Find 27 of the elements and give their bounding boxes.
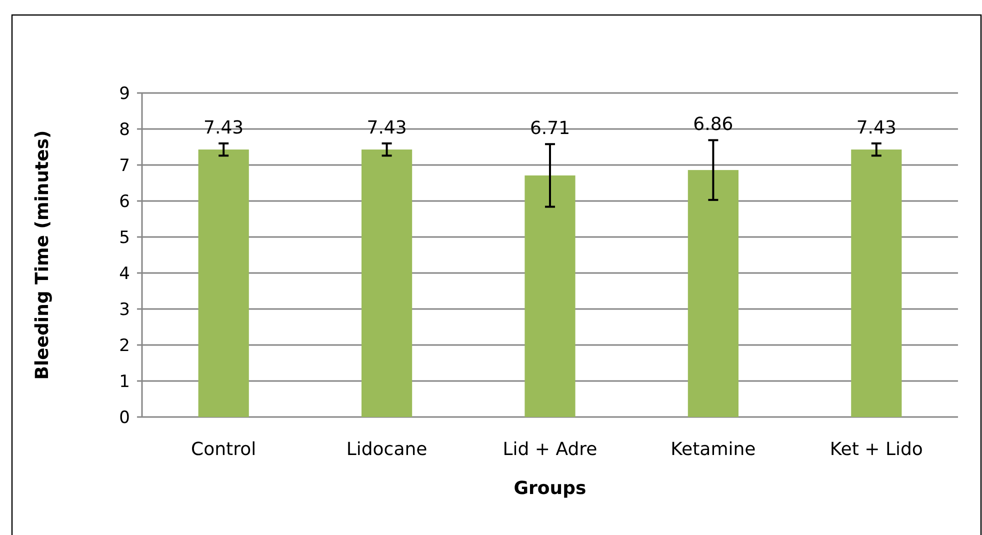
bar xyxy=(198,150,249,417)
data-label: 6.71 xyxy=(530,118,570,140)
y-tick-label: 2 xyxy=(119,336,130,356)
y-tick-label: 8 xyxy=(119,120,130,140)
x-tick-label: Ketamine xyxy=(670,439,756,460)
bar xyxy=(524,175,576,417)
x-tick-label: Lidocane xyxy=(346,439,428,460)
bar xyxy=(851,150,902,417)
data-label: 6.86 xyxy=(693,114,734,136)
bar xyxy=(688,170,738,417)
y-tick-label: 5 xyxy=(119,228,130,248)
y-tick-label: 4 xyxy=(119,264,130,284)
x-tick-label: Control xyxy=(191,439,256,460)
bar xyxy=(362,150,412,417)
x-axis-title: Groups xyxy=(514,478,586,499)
data-label: 7.43 xyxy=(856,117,896,138)
data-label: 7.43 xyxy=(366,117,407,138)
y-tick-label: 0 xyxy=(119,408,130,428)
x-tick-label: Lid + Adre xyxy=(502,439,598,460)
y-axis-title: Bleeding Time (minutes) xyxy=(32,130,53,380)
y-tick-label: 7 xyxy=(119,156,130,176)
data-label: 7.43 xyxy=(204,117,244,138)
y-tick-label: 3 xyxy=(119,300,130,320)
x-tick-label: Ket + Lido xyxy=(830,439,923,460)
y-tick-label: 1 xyxy=(119,372,130,392)
y-tick-label: 9 xyxy=(119,84,130,104)
y-tick-label: 6 xyxy=(119,192,130,212)
